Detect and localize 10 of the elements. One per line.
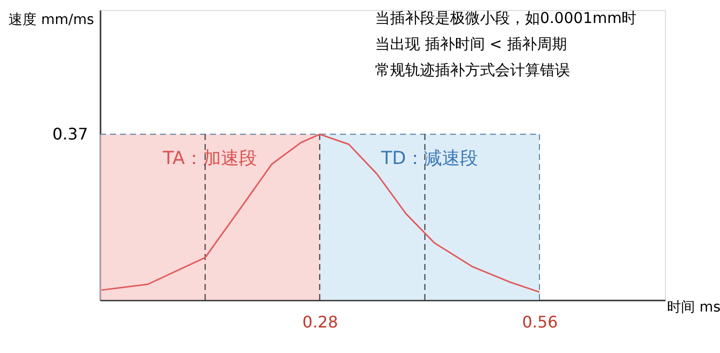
annotation: 0.37 [52, 124, 88, 144]
band-label: TA：加速段 [162, 148, 257, 170]
x-tick-label: 0.56 [522, 312, 558, 332]
text: 常规轨迹插补方式会计算错误 [375, 61, 570, 79]
text: 当插补段是极微小段，如0.0001mm时 [375, 9, 637, 27]
x-tick-label: 0.28 [302, 312, 338, 332]
x-axis-title: 时间 ms [667, 300, 720, 316]
text: 当出现 插补时间 < 插补周期 [375, 35, 567, 53]
text: 速度 mm/ms [8, 12, 94, 28]
band-label: TD：减速段 [380, 148, 478, 170]
